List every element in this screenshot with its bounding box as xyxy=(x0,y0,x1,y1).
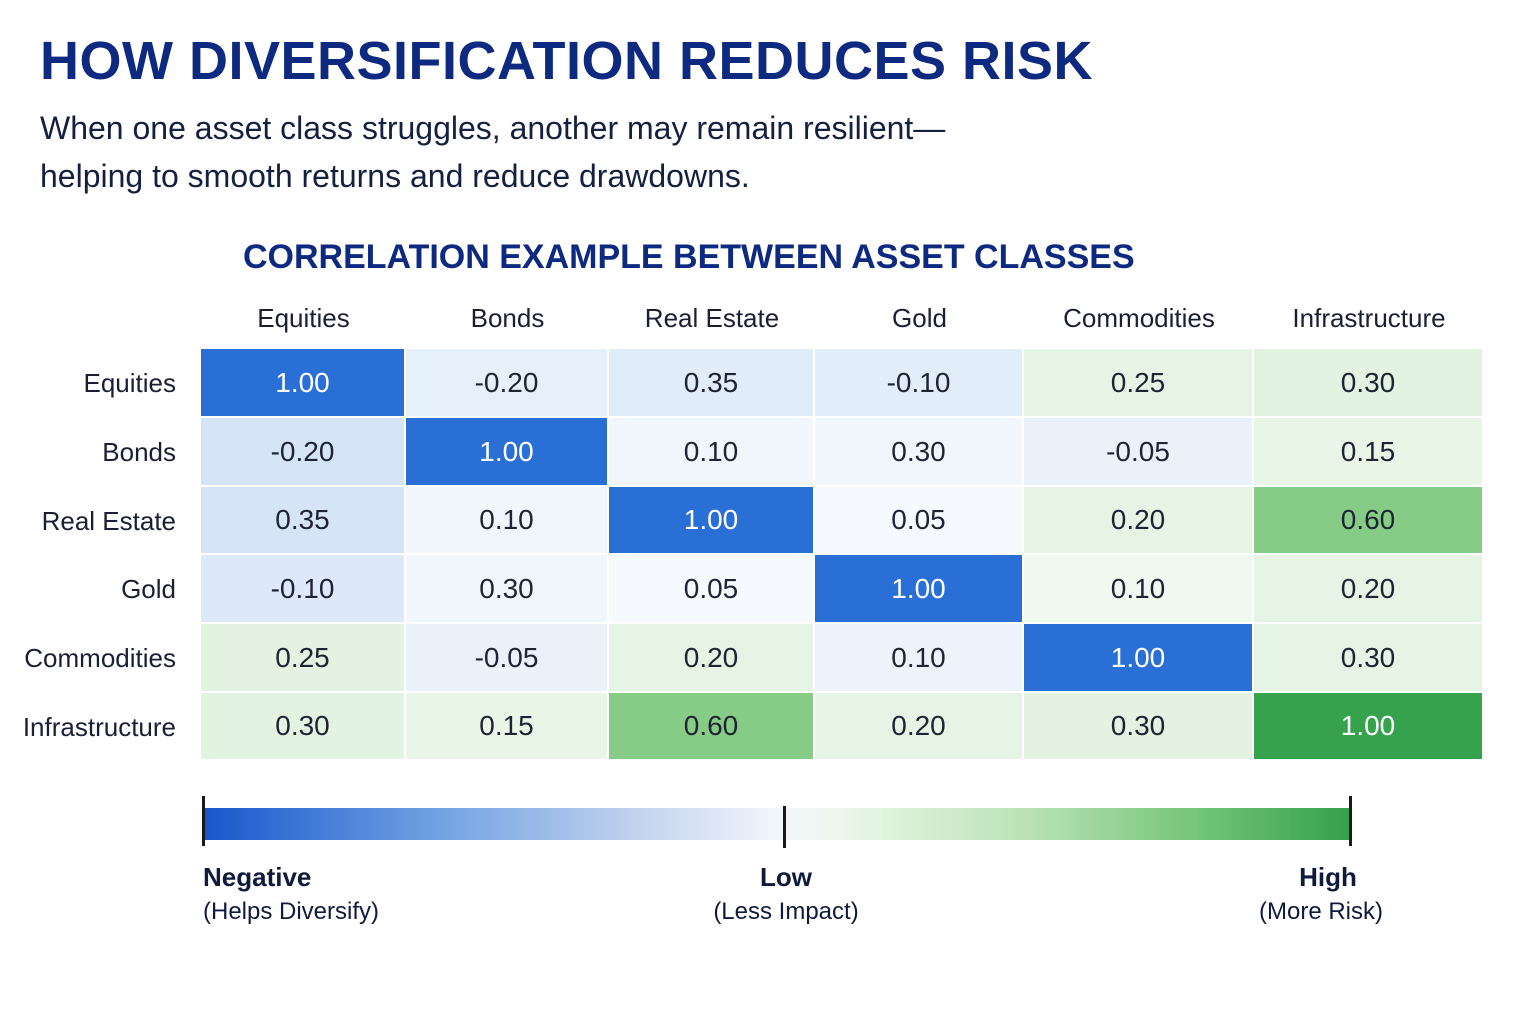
heatmap-cell: 0.20 xyxy=(815,693,1022,759)
heatmap-cell: 0.20 xyxy=(1024,487,1252,553)
column-header: Equities xyxy=(257,303,350,333)
heatmap-cell: 0.05 xyxy=(815,487,1022,553)
legend-tick-low xyxy=(783,806,786,848)
heatmap-cell: 0.25 xyxy=(1024,349,1252,416)
chart-title: CORRELATION EXAMPLE BETWEEN ASSET CLASSE… xyxy=(243,238,1135,276)
heatmap-cell: 0.10 xyxy=(1024,555,1252,622)
heatmap-cell: -0.10 xyxy=(815,349,1022,416)
heatmap-cell: 0.30 xyxy=(815,418,1022,485)
heatmap-cell: 0.10 xyxy=(406,487,607,553)
heatmap-cell: 0.15 xyxy=(1254,418,1482,485)
column-header: Real Estate xyxy=(644,303,780,333)
heatmap-cell: 1.00 xyxy=(1024,624,1252,691)
row-header: Equities xyxy=(83,368,177,398)
heatmap-cell: 0.30 xyxy=(1254,624,1482,691)
heatmap-cell: 1.00 xyxy=(815,555,1022,622)
row-header: Bonds xyxy=(102,437,176,467)
heatmap-cell: 0.05 xyxy=(609,555,813,622)
heatmap-cell: -0.05 xyxy=(406,624,607,691)
heatmap-cell: -0.20 xyxy=(406,349,607,416)
page-title: HOW DIVERSIFICATION REDUCES RISK xyxy=(40,31,1094,91)
heatmap-cell: 0.10 xyxy=(815,624,1022,691)
legend-tick-negative xyxy=(202,796,205,846)
heatmap-cell: 0.60 xyxy=(609,693,813,759)
heatmap-cell: 0.35 xyxy=(201,487,404,553)
heatmap-cell: 1.00 xyxy=(201,349,404,416)
column-header: Commodities xyxy=(1063,303,1215,333)
heatmap-cell: 1.00 xyxy=(1254,693,1482,759)
heatmap-cell: -0.05 xyxy=(1024,418,1252,485)
row-header: Infrastructure xyxy=(22,712,176,742)
heatmap-cell: 1.00 xyxy=(609,487,813,553)
legend-high-label: High xyxy=(1299,862,1357,892)
heatmap-cell: 0.30 xyxy=(406,555,607,622)
legend-color-bar xyxy=(203,808,1351,840)
row-header: Commodities xyxy=(24,643,176,673)
heatmap-cell: 0.60 xyxy=(1254,487,1482,553)
heatmap-cell: 1.00 xyxy=(406,418,607,485)
subtitle-line-2: helping to smooth returns and reduce dra… xyxy=(40,158,750,194)
legend-high-sub: (More Risk) xyxy=(1259,898,1383,925)
heatmap-cell: 0.20 xyxy=(1254,555,1482,622)
heatmap-cell: 0.15 xyxy=(406,693,607,759)
row-header: Real Estate xyxy=(41,506,176,536)
column-header: Gold xyxy=(892,303,947,333)
column-header: Bonds xyxy=(470,303,545,333)
legend-negative-sub: (Helps Diversify) xyxy=(203,898,380,925)
heatmap-cell: 0.35 xyxy=(609,349,813,416)
heatmap-cell: -0.10 xyxy=(201,555,404,622)
subtitle-line-1: When one asset class struggles, another … xyxy=(40,110,946,146)
heatmap-cell: 0.30 xyxy=(1024,693,1252,759)
legend-negative-label: Negative xyxy=(203,862,312,892)
heatmap-cell: 0.10 xyxy=(609,418,813,485)
legend-low-sub: (Less Impact) xyxy=(713,898,859,925)
heatmap-cell: 0.30 xyxy=(201,693,404,759)
heatmap-cell: 0.20 xyxy=(609,624,813,691)
heatmap-cell: 0.30 xyxy=(1254,349,1482,416)
legend-low-label: Low xyxy=(760,862,812,892)
row-header: Gold xyxy=(121,574,176,604)
column-header: Infrastructure xyxy=(1292,303,1446,333)
heatmap-cell: 0.25 xyxy=(201,624,404,691)
heatmap-cell: -0.20 xyxy=(201,418,404,485)
legend-tick-high xyxy=(1349,796,1352,846)
